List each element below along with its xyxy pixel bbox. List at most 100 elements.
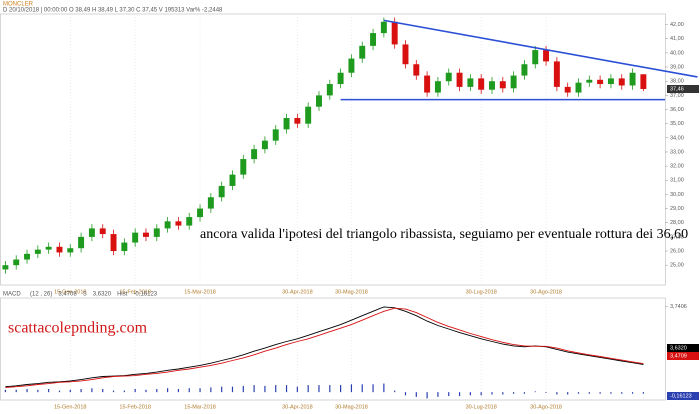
last-value-label: -0,16123 <box>670 393 692 399</box>
candle-body <box>34 249 41 254</box>
candle-body <box>316 95 322 107</box>
macd-title: MACD <box>3 292 21 298</box>
candle-body <box>402 44 409 65</box>
x-tick-label: 30-Ago-2018 <box>530 404 562 410</box>
candle-body <box>251 149 258 160</box>
y-tick-label: 42,00 <box>670 22 684 28</box>
candle-body <box>424 75 431 93</box>
y-tick-label: 27,00 <box>670 234 684 240</box>
candle-body <box>445 72 452 82</box>
x-tick-label: 30-Apr-2018 <box>282 289 313 295</box>
candle-body <box>56 246 63 253</box>
x-tick-label: 15-Feb-2018 <box>119 289 151 295</box>
candle-body <box>132 232 139 243</box>
candle-body <box>489 81 495 90</box>
candle-body <box>348 58 355 73</box>
candle-body <box>640 74 647 90</box>
x-tick-label: 15-Feb-2018 <box>119 404 151 410</box>
y-tick-label: 35,00 <box>670 121 684 127</box>
candle-body <box>597 79 604 85</box>
candle-body <box>629 72 636 86</box>
candle-body <box>175 221 182 226</box>
candle-body <box>99 228 106 235</box>
candle-body <box>218 185 225 198</box>
candle-body <box>229 174 236 186</box>
candle-body <box>13 259 20 266</box>
x-tick-label: 30-Lug-2018 <box>466 404 497 410</box>
y-tick-label: 32,00 <box>670 164 684 170</box>
x-tick-label: 15-Gen-2018 <box>54 289 86 295</box>
trendline <box>383 19 698 78</box>
candle-body <box>326 84 333 96</box>
macd-header: Hist <box>117 292 128 298</box>
y-tick-label: 36,00 <box>670 107 684 113</box>
candle-body <box>197 208 204 218</box>
candle-body <box>510 75 517 89</box>
x-tick-label: 15-Mar-2018 <box>184 289 216 295</box>
candle-body <box>143 232 149 237</box>
y-tick-label: 3,7406 <box>670 304 687 310</box>
candle-body <box>294 118 301 124</box>
y-tick-label: 28,00 <box>670 220 684 226</box>
candle-body <box>305 106 312 124</box>
candle-body <box>434 81 441 93</box>
x-tick-label: 30-Lug-2018 <box>466 289 497 295</box>
candle-body <box>121 242 128 252</box>
candle-body <box>391 21 398 45</box>
candle-body <box>553 61 560 87</box>
y-tick-label: 29,00 <box>670 206 684 212</box>
candle-body <box>45 246 52 250</box>
x-tick-label: 30-Mag-2018 <box>335 404 368 410</box>
candle-body <box>607 78 614 85</box>
macd-line <box>5 307 644 389</box>
candle-body <box>88 228 95 237</box>
candle-body <box>618 78 625 86</box>
x-tick-label: 15-Mar-2018 <box>184 404 216 410</box>
candle-body <box>575 82 582 93</box>
y-tick-label: 25,00 <box>670 263 684 269</box>
candle-body <box>478 78 485 90</box>
y-tick-label: 40,00 <box>670 50 684 56</box>
y-tick-label: 34,00 <box>670 135 684 141</box>
price-info: D 20/10/2018 | 00:00:00 O 38,49 H 38,49 … <box>3 8 223 14</box>
candle-body <box>240 159 247 175</box>
candle-body <box>499 81 506 89</box>
last-value-label-box <box>667 392 699 400</box>
candle-body <box>359 45 366 59</box>
macd-header: 3,4708 <box>58 292 77 298</box>
x-tick-label: 30-Mag-2018 <box>335 289 368 295</box>
chart-title: MONCLER <box>3 2 34 8</box>
candle-body <box>272 129 279 141</box>
candle-body <box>586 79 593 83</box>
x-tick-label: 15-Gen-2018 <box>54 404 86 410</box>
y-tick-label: 31,00 <box>670 178 684 184</box>
last-value-label: 3,6320 <box>670 345 687 351</box>
candle-body <box>521 64 528 76</box>
macd-panel <box>0 297 666 401</box>
last-value-label-box <box>667 344 699 352</box>
candle-body <box>370 33 377 46</box>
candle-body <box>78 236 85 249</box>
candle-body <box>261 140 268 150</box>
macd-header: S <box>83 292 87 298</box>
candle-body <box>207 197 214 209</box>
candle-body <box>532 50 539 65</box>
last-value-label-box <box>667 352 699 360</box>
y-tick-label: 37,00 <box>670 93 684 99</box>
price-panel <box>0 13 666 286</box>
y-tick-label: 39,00 <box>670 65 684 71</box>
x-tick-label: 30-Ago-2018 <box>530 289 562 295</box>
last-price-label: 37,46 <box>670 86 684 92</box>
candle-body <box>380 21 387 34</box>
candle-body <box>24 253 31 260</box>
y-tick-label: 30,00 <box>670 192 684 198</box>
last-value-label: 3,4709 <box>670 353 687 359</box>
candle-body <box>186 217 193 226</box>
candle-body <box>164 221 171 229</box>
candle-body <box>337 72 344 85</box>
candle-body <box>564 86 571 93</box>
candle-body <box>413 64 420 76</box>
candle-body <box>153 228 160 237</box>
watermark: scattacolepnding.com <box>8 320 148 337</box>
